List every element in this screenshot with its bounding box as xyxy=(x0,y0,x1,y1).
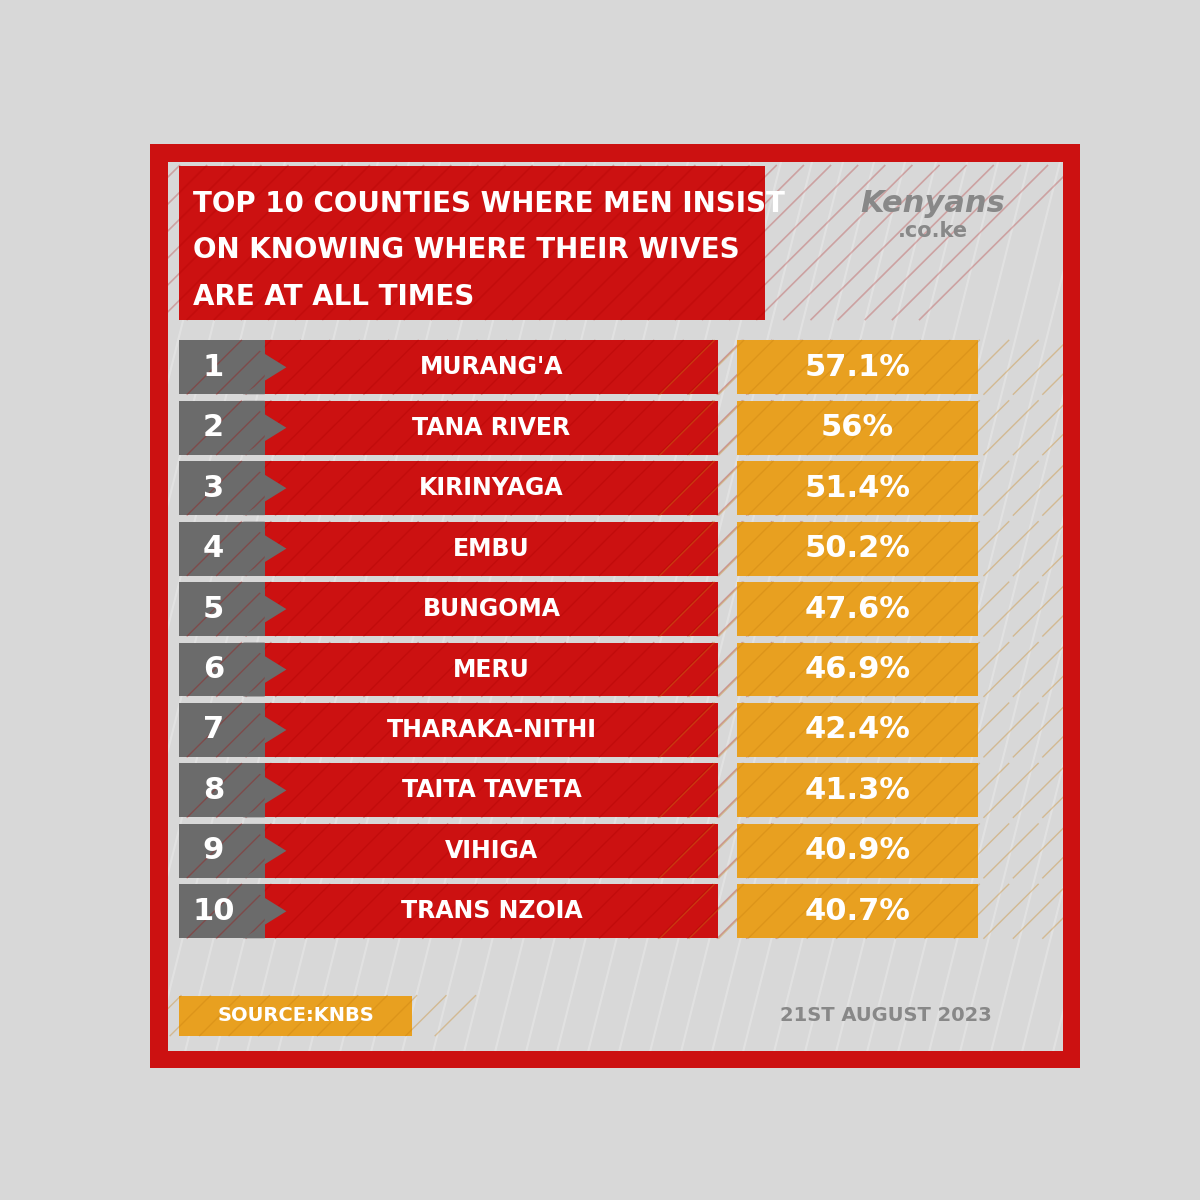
Text: TRANS NZOIA: TRANS NZOIA xyxy=(401,899,582,923)
FancyBboxPatch shape xyxy=(265,461,718,515)
Polygon shape xyxy=(242,642,287,696)
Text: 2: 2 xyxy=(203,413,224,443)
Text: 9: 9 xyxy=(203,836,224,865)
Text: 51.4%: 51.4% xyxy=(804,474,911,503)
Text: 56%: 56% xyxy=(821,413,894,443)
Text: 10: 10 xyxy=(192,896,235,926)
Text: 21ST AUGUST 2023: 21ST AUGUST 2023 xyxy=(780,1006,992,1025)
FancyBboxPatch shape xyxy=(738,341,978,395)
Text: ON KNOWING WHERE THEIR WIVES: ON KNOWING WHERE THEIR WIVES xyxy=(193,236,740,264)
Polygon shape xyxy=(242,824,287,878)
Text: Kenyans: Kenyans xyxy=(860,188,1006,217)
FancyBboxPatch shape xyxy=(738,884,978,938)
FancyBboxPatch shape xyxy=(265,703,718,757)
Text: TOP 10 COUNTIES WHERE MEN INSIST: TOP 10 COUNTIES WHERE MEN INSIST xyxy=(193,190,785,218)
FancyBboxPatch shape xyxy=(180,461,265,515)
Text: 42.4%: 42.4% xyxy=(805,715,911,744)
Polygon shape xyxy=(242,461,287,515)
Text: TANA RIVER: TANA RIVER xyxy=(413,415,570,439)
FancyBboxPatch shape xyxy=(738,824,978,878)
FancyBboxPatch shape xyxy=(180,642,265,696)
Text: EMBU: EMBU xyxy=(454,536,529,560)
FancyBboxPatch shape xyxy=(738,401,978,455)
Text: TAITA TAVETA: TAITA TAVETA xyxy=(402,779,581,803)
Text: 50.2%: 50.2% xyxy=(805,534,911,563)
FancyBboxPatch shape xyxy=(265,824,718,878)
Text: .co.ke: .co.ke xyxy=(898,221,968,241)
FancyBboxPatch shape xyxy=(180,996,412,1036)
FancyBboxPatch shape xyxy=(738,582,978,636)
FancyBboxPatch shape xyxy=(180,341,265,395)
FancyBboxPatch shape xyxy=(180,166,764,319)
FancyBboxPatch shape xyxy=(265,341,718,395)
FancyBboxPatch shape xyxy=(265,582,718,636)
Text: 4: 4 xyxy=(203,534,224,563)
Text: 46.9%: 46.9% xyxy=(804,655,911,684)
Text: THARAKA-NITHI: THARAKA-NITHI xyxy=(386,718,596,742)
Text: 6: 6 xyxy=(203,655,224,684)
Polygon shape xyxy=(242,401,287,455)
FancyBboxPatch shape xyxy=(738,461,978,515)
Text: 5: 5 xyxy=(203,594,224,624)
FancyBboxPatch shape xyxy=(265,401,718,455)
Polygon shape xyxy=(242,582,287,636)
Text: 41.3%: 41.3% xyxy=(805,776,911,805)
FancyBboxPatch shape xyxy=(180,522,265,576)
FancyBboxPatch shape xyxy=(738,522,978,576)
FancyBboxPatch shape xyxy=(180,703,265,757)
Text: 40.9%: 40.9% xyxy=(804,836,911,865)
Text: ARE AT ALL TIMES: ARE AT ALL TIMES xyxy=(193,282,475,311)
Polygon shape xyxy=(242,884,287,938)
FancyBboxPatch shape xyxy=(180,401,265,455)
Polygon shape xyxy=(242,763,287,817)
Text: 57.1%: 57.1% xyxy=(805,353,911,382)
Text: KIRINYAGA: KIRINYAGA xyxy=(419,476,564,500)
Text: 40.7%: 40.7% xyxy=(805,896,911,926)
Text: VIHIGA: VIHIGA xyxy=(445,839,538,863)
FancyBboxPatch shape xyxy=(265,642,718,696)
FancyBboxPatch shape xyxy=(180,763,265,817)
FancyBboxPatch shape xyxy=(265,763,718,817)
FancyBboxPatch shape xyxy=(180,582,265,636)
FancyBboxPatch shape xyxy=(738,763,978,817)
FancyBboxPatch shape xyxy=(265,522,718,576)
FancyBboxPatch shape xyxy=(738,703,978,757)
FancyBboxPatch shape xyxy=(180,824,265,878)
Polygon shape xyxy=(242,341,287,395)
Text: 47.6%: 47.6% xyxy=(805,594,911,624)
Text: 3: 3 xyxy=(203,474,224,503)
Text: BUNGOMA: BUNGOMA xyxy=(422,598,560,622)
FancyBboxPatch shape xyxy=(180,884,265,938)
FancyBboxPatch shape xyxy=(738,642,978,696)
Text: 1: 1 xyxy=(203,353,224,382)
Polygon shape xyxy=(242,703,287,757)
FancyBboxPatch shape xyxy=(265,884,718,938)
Text: MERU: MERU xyxy=(454,658,529,682)
Text: MURANG'A: MURANG'A xyxy=(420,355,563,379)
Text: 7: 7 xyxy=(203,715,224,744)
Text: 8: 8 xyxy=(203,776,224,805)
Text: SOURCE:KNBS: SOURCE:KNBS xyxy=(217,1006,374,1025)
Polygon shape xyxy=(242,522,287,576)
